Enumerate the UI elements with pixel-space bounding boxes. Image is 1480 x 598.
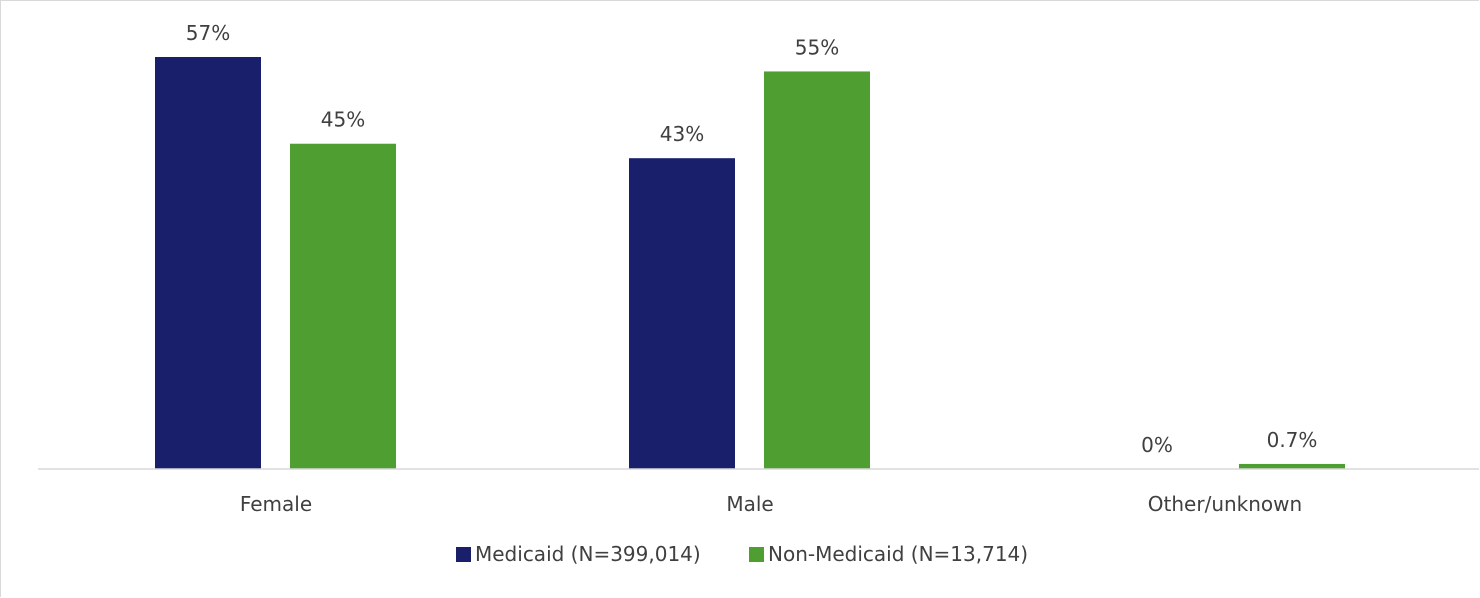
legend-swatch	[456, 547, 471, 562]
data-label-series-2-female: 45%	[321, 108, 365, 132]
bar-series-1-female	[155, 57, 261, 469]
bar-series-2-male	[764, 71, 870, 469]
bar-series-1-male	[629, 158, 735, 469]
data-label-series-1-other-unknown: 0%	[1141, 433, 1173, 457]
bar-series-2-other-unknown	[1239, 463, 1345, 469]
x-axis-tick-labels: Female Male Other/unknown	[240, 492, 1302, 516]
data-labels-layer: 57% 43% 0% 45% 55% 0.7%	[186, 21, 1318, 457]
legend-label: Non-Medicaid (N=13,714)	[768, 542, 1028, 566]
legend-swatch	[749, 547, 764, 562]
legend-item-2: Non-Medicaid (N=13,714)	[749, 542, 1028, 566]
data-label-series-2-other-unknown: 0.7%	[1267, 428, 1318, 452]
x-tick-label: Female	[240, 492, 312, 516]
data-label-series-1-female: 57%	[186, 21, 230, 45]
x-tick-label: Male	[726, 492, 773, 516]
data-label-series-2-male: 55%	[795, 35, 839, 59]
data-label-series-1-male: 43%	[660, 122, 704, 146]
legend: Medicaid (N=399,014) Non-Medicaid (N=13,7…	[456, 542, 1028, 566]
x-tick-label: Other/unknown	[1148, 492, 1302, 516]
legend-item-1: Medicaid (N=399,014)	[456, 542, 701, 566]
bar-series-2-female	[290, 143, 396, 469]
bars-layer	[155, 57, 1345, 469]
legend-label: Medicaid (N=399,014)	[475, 542, 701, 566]
